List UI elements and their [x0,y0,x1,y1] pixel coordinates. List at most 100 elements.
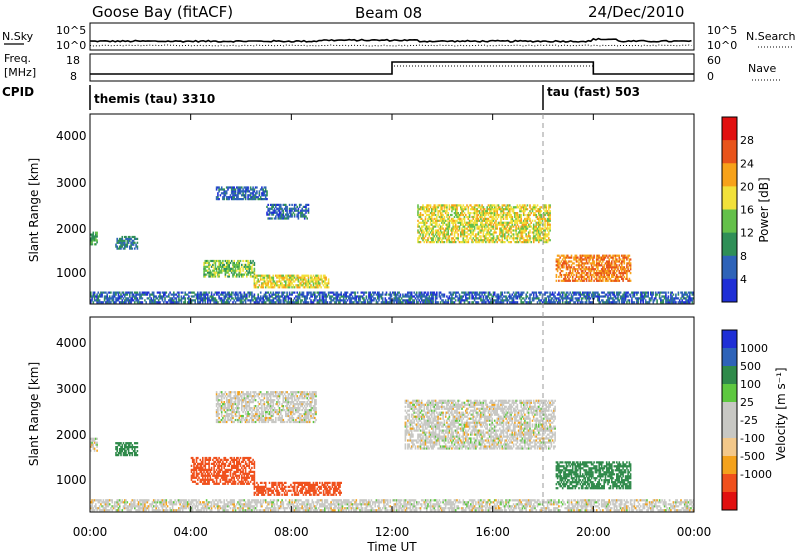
power-echo-cell [204,297,207,300]
power-echo-cell [534,208,536,211]
power-echo-cell [225,295,228,298]
power-echo-cell [125,297,127,300]
power-echo-cell [218,295,220,298]
power-echo-cell [127,291,130,294]
power-echo-cell [239,293,242,296]
power-echo-cell [488,223,491,226]
power-echo-cell [236,299,238,302]
power-echo-cell [281,291,283,294]
power-echo-cell [532,227,535,230]
power-echo-cell [605,273,608,277]
power-echo-cell [256,297,258,300]
power-echo-cell [520,210,522,213]
power-echo-cell [278,280,281,283]
power-echo-cell [146,297,149,300]
power-echo-cell [492,299,495,302]
power-echo-cell [613,291,616,294]
power-echo-cell [224,194,227,197]
power-echo-cell [267,217,269,220]
power-echo-cell [213,273,215,276]
power-echo-cell [522,206,525,209]
power-echo-cell [239,269,242,272]
power-echo-cell [646,291,648,294]
power-echo-cell [241,265,243,268]
power-echo-cell [95,235,97,238]
power-echo-cell [424,223,427,226]
power-echo-cell [504,225,506,228]
power-echo-cell [611,262,613,265]
power-echo-cell [157,299,160,302]
power-echo-cell [530,212,532,215]
power-echo-cell [595,256,598,259]
power-echo-cell [584,270,587,273]
power-echo-cell [438,210,441,213]
power-echo-cell [608,275,610,278]
power-echo-cell [600,273,603,277]
velocity-echo-cell [215,399,218,402]
power-echo-cell [280,205,282,208]
power-echo-cell [296,301,298,304]
power-echo-cell [306,293,308,296]
power-echo-cell [337,293,340,296]
power-echo-cell [302,274,305,277]
power-echo-cell [604,268,607,271]
power-echo-cell [222,299,224,302]
power-echo-cell [441,204,443,207]
power-echo-cell [466,241,468,244]
power-echo-cell [475,217,477,220]
power-echo-cell [555,260,558,263]
power-echo-cell [571,277,574,280]
power-echo-cell [242,194,244,197]
power-echo-cell [438,219,441,222]
power-echo-cell [555,264,558,267]
power-echo-cell [592,258,594,261]
power-echo-cell [268,301,271,304]
power-echo-cell [621,272,623,275]
power-echo-cell [273,284,276,287]
power-echo-cell [410,295,413,298]
power-echo-cell [426,295,428,298]
power-echo-cell [580,299,583,302]
power-echo-cell [285,282,287,285]
power-echo-cell [534,206,536,209]
power-echo-cell [514,229,516,232]
power-echo-cell [599,277,602,280]
power-echo-cell [536,221,539,224]
power-echo-cell [612,256,614,259]
power-echo-cell [325,297,327,300]
power-echo-cell [100,295,102,298]
power-echo-cell [429,301,432,304]
power-echo-cell [509,227,511,230]
power-echo-cell [293,274,296,277]
power-echo-cell [426,239,428,242]
power-echo-cell [492,239,495,242]
power-echo-cell [481,215,483,219]
power-echo-cell [350,301,353,304]
power-echo-cell [184,291,186,294]
power-echo-cell [136,299,139,302]
power-echo-cell [451,241,453,244]
power-echo-cell [103,295,106,298]
power-echo-cell [122,243,125,246]
power-echo-cell [358,301,360,304]
power-echo-cell [521,297,524,300]
power-echo-cell [512,237,515,240]
power-echo-cell [522,241,525,244]
power-echo-cell [619,275,622,278]
power-echo-cell [419,213,422,217]
power-echo-cell [217,186,219,189]
power-echo-cell [212,297,214,300]
power-echo-cell [583,275,585,278]
power-echo-cell [389,291,392,294]
power-echo-cell [636,301,638,304]
power-echo-cell [482,223,485,226]
velocity-echo-cell [118,452,121,455]
power-echo-cell [644,299,647,302]
power-echo-cell [666,297,668,300]
power-echo-cell [264,284,267,287]
power-echo-cell [525,208,527,211]
power-echo-cell [595,266,598,269]
power-echo-cell [466,231,468,234]
power-echo-cell [458,229,461,232]
velocity-echo-cell [218,420,220,424]
